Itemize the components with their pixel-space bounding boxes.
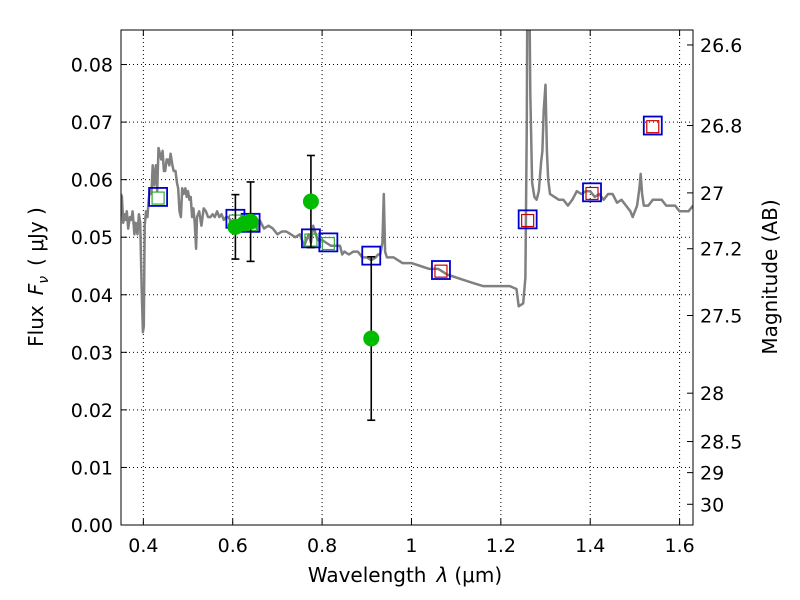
grid [121, 30, 693, 526]
y-tick-label: 0.07 [71, 112, 113, 134]
y-tick-label: 0.01 [71, 457, 113, 479]
observed-point [302, 193, 319, 210]
y-tick-label: 0.08 [71, 55, 113, 77]
plot-frame [120, 29, 694, 526]
y2-tick-label: 27.2 [700, 239, 742, 261]
y2-tick-label: 27 [700, 183, 724, 205]
plot-area [121, 30, 693, 422]
y-axis-title: FluxFν( μJy ) [24, 207, 52, 347]
y2-axis-title: Magnitude (AB) [758, 199, 782, 354]
green-photometry-box [321, 236, 335, 251]
y2-tick-label: 30 [700, 494, 724, 516]
red-photometry-box [646, 120, 660, 134]
x-tick-label: 0.6 [218, 535, 248, 557]
x-tick-label: 1.6 [664, 535, 694, 557]
axis-ticks: 0.4 0.6 0.8 1 1.2 1.4 1.6 0.00 0.01 0.02 0.03 0.04 0… [71, 30, 742, 557]
red-photometry-box [521, 213, 535, 228]
red-photometry-box [585, 186, 599, 201]
y-tick-label: 0.06 [71, 170, 113, 192]
blue-photometry-box [318, 232, 339, 253]
blue-photometry-box [582, 182, 602, 203]
x-tick-label: 1.4 [575, 535, 605, 557]
y2-tick-label: 27.5 [700, 305, 742, 327]
y-tick-label: 0.00 [71, 515, 113, 537]
x-tick-label: 1.2 [486, 535, 516, 557]
red-photometry-box [434, 264, 448, 278]
y2-tick-label: 29 [700, 463, 724, 485]
y-tick-label: 0.05 [71, 227, 113, 249]
model-spectrum-line [121, 30, 693, 334]
y2-tick-label: 26.6 [700, 35, 742, 57]
y2-tick-label: 26.8 [700, 116, 742, 138]
blue-photometry-box [431, 260, 451, 280]
green-photometry-box [151, 191, 165, 205]
y2-tick-label: 28.5 [700, 432, 742, 454]
blue-photometry-box [517, 209, 538, 230]
blue-photometry-box [642, 115, 663, 136]
x-axis-title: Wavelength λ (μm) [308, 563, 502, 587]
y2-tick-label: 28 [700, 383, 724, 405]
x-tick-label: 0.4 [128, 535, 158, 557]
x-tick-label: 1 [405, 535, 417, 557]
y-tick-label: 0.03 [71, 342, 113, 364]
y-tick-label: 0.04 [71, 285, 113, 307]
observed-point [363, 330, 380, 347]
y-tick-label: 0.02 [71, 400, 113, 422]
blue-photometry-box [148, 187, 168, 207]
x-tick-label: 0.8 [307, 535, 337, 557]
observed-point [242, 213, 259, 230]
